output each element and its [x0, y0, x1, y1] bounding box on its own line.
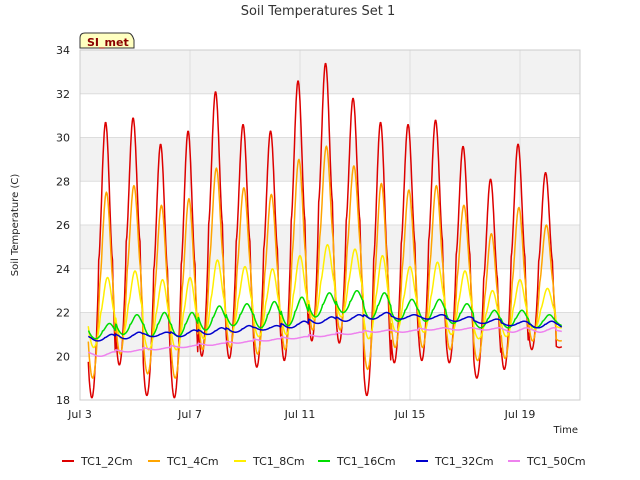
- x-tick-label: Jul 19: [504, 408, 536, 421]
- chart-title: Soil Temperatures Set 1: [241, 4, 396, 19]
- legend-label: TC1_2Cm: [80, 455, 133, 468]
- legend-label: TC1_8Cm: [252, 455, 305, 468]
- x-tick-label: Jul 11: [284, 408, 316, 421]
- x-tick-label: Jul 7: [177, 408, 202, 421]
- plot-frame: [79, 49, 581, 401]
- series-line-tc1-32cm: [87, 311, 563, 342]
- plot-band: [80, 93, 580, 138]
- x-tick-label: Jul 15: [394, 408, 426, 421]
- y-axis-label: Soil Temperature (C): [10, 174, 21, 277]
- y-tick-label: 30: [56, 132, 70, 145]
- y-tick-label: 24: [56, 263, 70, 276]
- station-badge: SI_met: [79, 32, 135, 49]
- plot-band: [80, 356, 580, 400]
- y-tick-label: 22: [56, 307, 70, 320]
- y-tick-label: 26: [56, 219, 70, 232]
- legend-label: TC1_16Cm: [336, 455, 396, 468]
- station-badge-label: SI_met: [87, 36, 129, 49]
- y-tick-label: 28: [56, 175, 70, 188]
- y-tick-label: 32: [56, 88, 70, 101]
- y-tick-label: 34: [56, 44, 70, 57]
- legend: TC1_2Cm TC1_4Cm TC1_8Cm TC1_16Cm TC1_32Cm TC1…: [62, 455, 586, 468]
- series-line-tc1-50cm: [88, 327, 563, 357]
- series-line-tc1-16cm: [87, 289, 563, 340]
- x-tick-label: Jul 3: [67, 408, 92, 421]
- plot-band: [80, 50, 580, 94]
- x-axis-label: Time: [553, 425, 578, 436]
- series-line-tc1-4cm: [87, 145, 563, 379]
- legend-label: TC1_32Cm: [434, 455, 494, 468]
- y-axis-ticks: 18 20 22 24 26 28 30 32 34: [56, 44, 70, 407]
- x-axis-ticks: Jul 3 Jul 7 Jul 11 Jul 15 Jul 19: [67, 408, 535, 421]
- legend-label: TC1_4Cm: [166, 455, 219, 468]
- series-line-tc1-2cm: [87, 62, 563, 399]
- y-tick-label: 20: [56, 350, 70, 363]
- legend-label: TC1_50Cm: [526, 455, 586, 468]
- y-tick-label: 18: [56, 394, 70, 407]
- series-lines: [87, 62, 563, 399]
